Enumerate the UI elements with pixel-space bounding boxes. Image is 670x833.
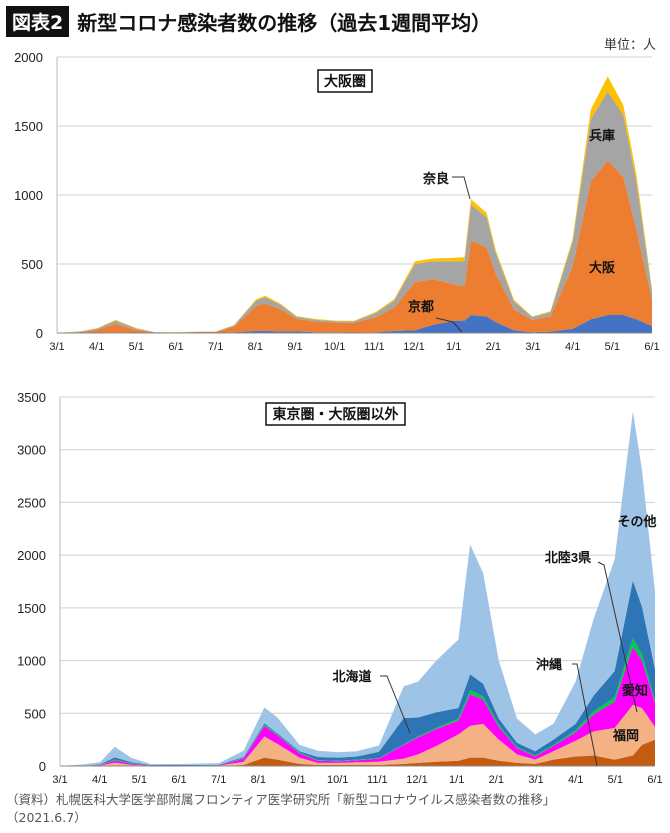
source-note: （資料）札幌医科大学医学部附属フロンティア医学研究所「新型コロナウイルス感染者数… bbox=[6, 791, 555, 827]
series-label: 福岡 bbox=[612, 728, 639, 743]
x-tick-label: 5/1 bbox=[129, 341, 144, 353]
x-tick-label: 6/1 bbox=[171, 774, 186, 786]
x-tick-label: 9/1 bbox=[290, 774, 305, 786]
y-tick-label: 500 bbox=[21, 257, 43, 272]
x-tick-label: 3/1 bbox=[49, 341, 64, 353]
y-tick-label: 2000 bbox=[17, 548, 46, 563]
chart-title-box bbox=[317, 69, 373, 93]
x-tick-label: 1/1 bbox=[449, 774, 464, 786]
x-tick-label: 12/1 bbox=[403, 341, 424, 353]
area-愛知 bbox=[60, 646, 655, 766]
series-label: 北海道 bbox=[332, 669, 371, 684]
leader-line bbox=[597, 561, 638, 713]
y-tick-label: 3000 bbox=[17, 443, 46, 458]
x-tick-label: 11/1 bbox=[367, 774, 388, 786]
x-tick-label: 8/1 bbox=[248, 341, 263, 353]
leader-line bbox=[572, 663, 598, 767]
source-line-2: （2021.6.7） bbox=[6, 810, 87, 825]
figure-title: 新型コロナ感染者数の推移（過去1週間平均） bbox=[77, 10, 492, 35]
y-tick-label: 2000 bbox=[14, 50, 43, 65]
area-福岡 bbox=[60, 704, 655, 766]
y-tick-label: 1000 bbox=[17, 654, 46, 669]
chart-2: 0 500 1000 1500 2000 2500 3000 3500 3/1 4/1 5/1 6/1… bbox=[17, 390, 663, 786]
x-tick-label: 1/1 bbox=[446, 341, 461, 353]
chart-title-box bbox=[265, 402, 406, 426]
series-label: 奈良 bbox=[422, 171, 449, 186]
leader-line bbox=[435, 317, 463, 333]
series-label: 北陸3県 bbox=[545, 550, 591, 565]
area-京都 bbox=[57, 315, 652, 333]
x-tick-label: 8/1 bbox=[251, 774, 266, 786]
area-大阪 bbox=[57, 160, 652, 333]
series-label: 京都 bbox=[408, 299, 434, 314]
x-tick-label: 7/1 bbox=[208, 341, 223, 353]
x-tick-label: 10/1 bbox=[324, 341, 345, 353]
x-tick-label: 2/1 bbox=[486, 341, 501, 353]
x-tick-label: 9/1 bbox=[287, 341, 302, 353]
x-tick-label: 3/1 bbox=[528, 774, 543, 786]
x-tick-label: 5/1 bbox=[608, 774, 623, 786]
source-line-1: （資料）札幌医科大学医学部附属フロンティア医学研究所「新型コロナウイルス感染者数… bbox=[6, 792, 556, 807]
y-tick-label: 1000 bbox=[14, 188, 43, 203]
x-tick-label: 4/1 bbox=[89, 341, 104, 353]
y-tick-label: 0 bbox=[39, 759, 46, 774]
series-label: その他 bbox=[617, 514, 656, 529]
area-北陸3県 bbox=[60, 638, 655, 766]
x-tick-label: 6/1 bbox=[168, 341, 183, 353]
x-tick-label: 10/1 bbox=[327, 774, 348, 786]
chart-title: 大阪圏 bbox=[324, 73, 366, 89]
series-label: 沖縄 bbox=[536, 657, 562, 672]
y-tick-label: 2500 bbox=[17, 495, 46, 510]
x-tick-label: 4/1 bbox=[565, 341, 580, 353]
header: 図表2 新型コロナ感染者数の推移（過去1週間平均） bbox=[6, 5, 492, 37]
y-tick-label: 1500 bbox=[14, 119, 43, 134]
x-tick-label: 5/1 bbox=[132, 774, 147, 786]
leader-line bbox=[452, 176, 471, 200]
x-tick-label: 2/1 bbox=[489, 774, 504, 786]
y-tick-label: 1500 bbox=[17, 601, 46, 616]
x-tick-label: 11/1 bbox=[364, 341, 385, 353]
x-tick-label: 3/1 bbox=[52, 774, 67, 786]
x-tick-label: 4/1 bbox=[92, 774, 107, 786]
y-tick-label: 0 bbox=[36, 326, 43, 341]
chart-1: 0 500 1000 1500 2000 3/1 4/1 5/1 6/1 7/1 8/1 9/1 10/… bbox=[14, 50, 660, 353]
x-tick-label: 6/1 bbox=[647, 774, 662, 786]
series-label: 愛知 bbox=[622, 683, 648, 698]
x-tick-label: 5/1 bbox=[605, 341, 620, 353]
x-tick-label: 4/1 bbox=[568, 774, 583, 786]
y-tick-label: 3500 bbox=[17, 390, 46, 405]
area-沖縄 bbox=[60, 739, 655, 766]
leader-line bbox=[380, 675, 411, 734]
chart-title: 東京圏・大阪圏以外 bbox=[273, 406, 399, 422]
x-tick-label: 7/1 bbox=[211, 774, 226, 786]
x-tick-label: 6/1 bbox=[644, 341, 659, 353]
x-tick-label: 3/1 bbox=[525, 341, 540, 353]
unit-label: 単位：人 bbox=[603, 38, 656, 53]
y-tick-label: 500 bbox=[24, 706, 46, 721]
series-label: 大阪 bbox=[589, 260, 616, 275]
figure-badge: 図表2 bbox=[6, 5, 70, 37]
series-label: 兵庫 bbox=[589, 128, 615, 143]
x-tick-label: 12/1 bbox=[406, 774, 427, 786]
